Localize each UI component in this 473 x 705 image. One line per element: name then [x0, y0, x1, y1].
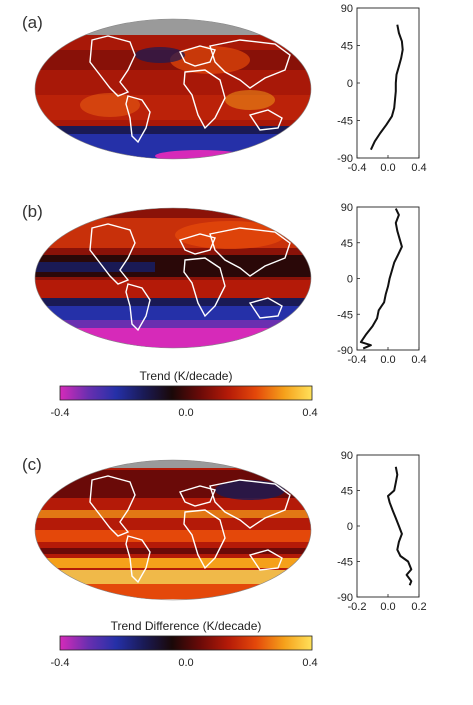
y-tick-label: -90 — [337, 592, 353, 604]
y-tick-label: -45 — [337, 116, 353, 128]
x-tick-label: 0.2 — [411, 601, 426, 613]
y-tick-label: -45 — [337, 557, 353, 569]
x-tick-label: 0.4 — [411, 162, 426, 174]
y-tick-label: 0 — [347, 78, 353, 90]
y-tick-label: 90 — [341, 450, 353, 462]
y-tick-label: 0 — [347, 274, 353, 286]
colorbar-tick: 0.0 — [178, 657, 193, 669]
y-tick-label: -90 — [337, 345, 353, 357]
colorbar-gradient — [59, 635, 313, 651]
y-tick-label: 0 — [347, 521, 353, 533]
x-tick-label: -0.4 — [348, 162, 367, 174]
x-tick-label: 0.0 — [380, 162, 395, 174]
colorbar-1: Trend (K/decade) -0.4 0.0 0.4 — [51, 369, 318, 419]
colorbar-title: Trend Difference (K/decade) — [111, 619, 262, 633]
colorbar-tick: -0.4 — [51, 407, 70, 419]
x-tick-label: 0.0 — [380, 354, 395, 366]
y-tick-label: 90 — [341, 3, 353, 15]
y-tick-label: -45 — [337, 309, 353, 321]
profile-plot-b: 90 45 0 -45 -90-0.4 0.0 0.4 — [337, 202, 427, 366]
colorbar-tick: 0.0 — [178, 407, 193, 419]
x-tick-label: -0.4 — [348, 354, 367, 366]
y-tick-label: 45 — [341, 238, 353, 250]
panel-label-c: (c) — [22, 455, 42, 474]
map-c — [34, 459, 312, 601]
panel-label-b: (b) — [22, 202, 43, 221]
profile-axes-box — [356, 7, 420, 159]
x-tick-label: -0.2 — [348, 601, 367, 613]
y-tick-label: 90 — [341, 202, 353, 214]
profile-series-line — [369, 24, 404, 151]
y-tick-label: 45 — [341, 41, 353, 53]
profile-plot-a: 90 45 0 -45 -90-0.4 0.0 0.4 — [337, 3, 427, 174]
profile-plot-c: 90 45 0 -45 -90-0.2 0.0 0.2 — [337, 450, 427, 613]
colorbar-title: Trend (K/decade) — [140, 369, 233, 383]
profile-series-line — [387, 466, 413, 586]
profile-axes-box — [356, 206, 420, 351]
map-a — [34, 18, 312, 163]
profile-series-line — [359, 208, 403, 350]
profile-axes-box — [356, 454, 420, 598]
colorbar-tick: 0.4 — [302, 657, 317, 669]
x-tick-label: 0.0 — [380, 601, 395, 613]
colorbar-gradient — [59, 385, 313, 401]
map-b — [34, 207, 312, 351]
panel-label-a: (a) — [22, 13, 43, 32]
colorbar-tick: 0.4 — [302, 407, 317, 419]
y-tick-label: 45 — [341, 486, 353, 498]
y-tick-label: -90 — [337, 153, 353, 165]
colorbar-tick: -0.4 — [51, 657, 70, 669]
colorbar-2: Trend Difference (K/decade) -0.4 0.0 0.4 — [51, 619, 318, 669]
x-tick-label: 0.4 — [411, 354, 426, 366]
